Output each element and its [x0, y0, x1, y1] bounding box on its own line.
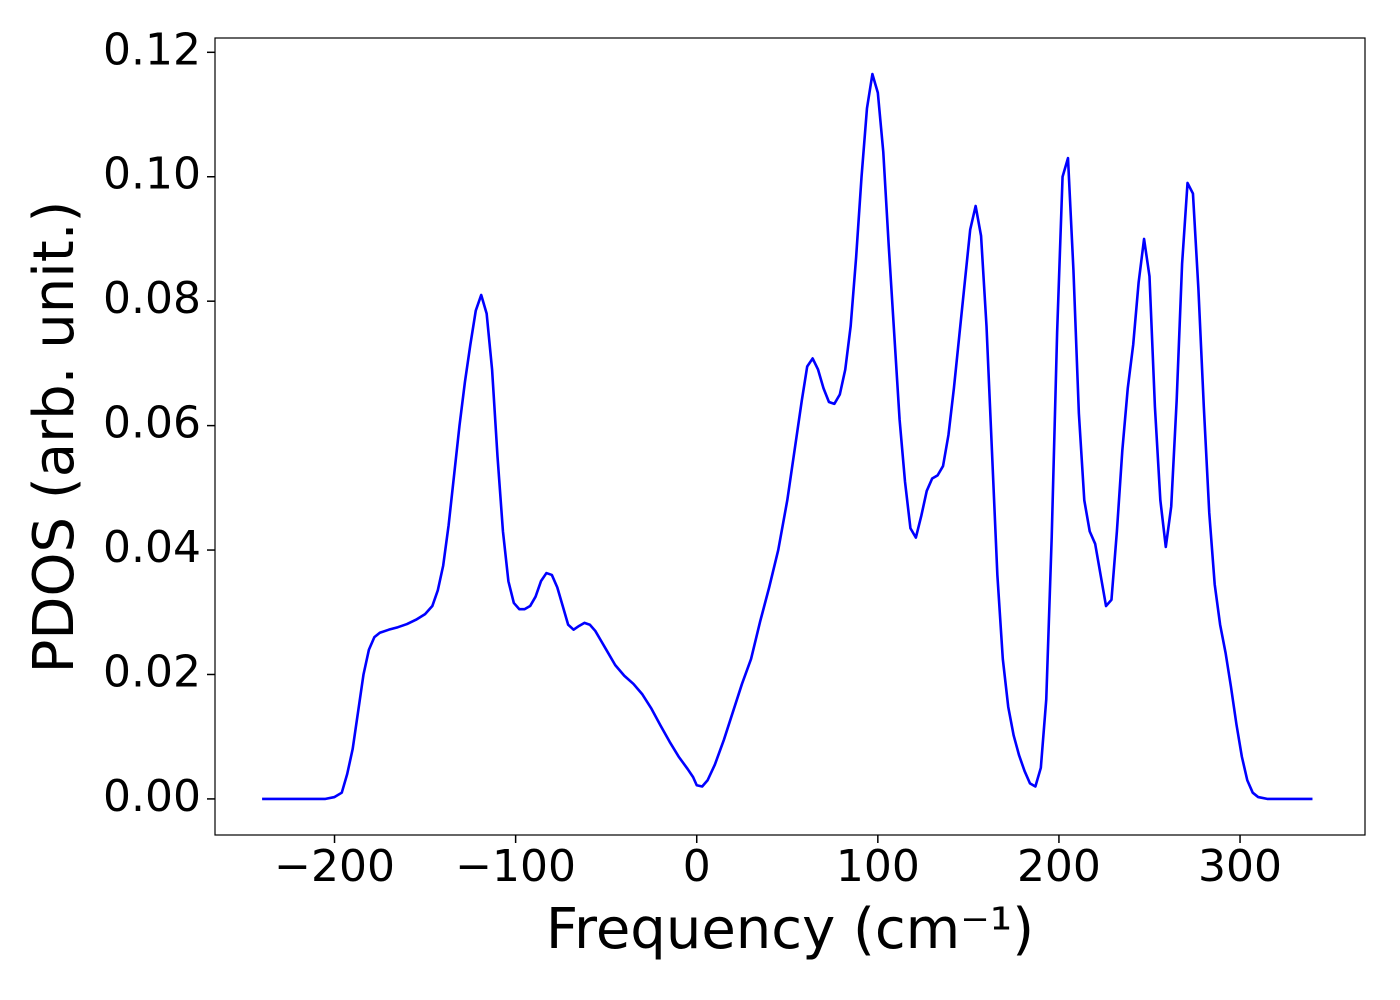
- x-tick-label: −100: [455, 841, 576, 892]
- x-tick-label: 300: [1198, 841, 1282, 892]
- x-tick-label: −200: [274, 841, 395, 892]
- y-tick-label: 0.06: [103, 398, 201, 449]
- x-axis-label: Frequency (cm⁻¹): [546, 897, 1034, 962]
- line: [262, 72, 1313, 801]
- y-axis-label: PDOS (arb. unit.): [22, 201, 87, 674]
- x-tick-label: 200: [1017, 841, 1101, 892]
- plot-frame: [214, 37, 1366, 836]
- x-tick-label: 0: [683, 841, 711, 892]
- y-tick-label: 0.10: [103, 149, 201, 200]
- y-tick-label: 0.04: [103, 522, 201, 573]
- x-tick-label: 100: [836, 841, 920, 892]
- y-tick-label: 0.02: [103, 646, 201, 697]
- y-tick-label: 0.08: [103, 273, 201, 324]
- y-tick-label: 0.00: [103, 771, 201, 822]
- y-tick-label: 0.12: [103, 24, 201, 75]
